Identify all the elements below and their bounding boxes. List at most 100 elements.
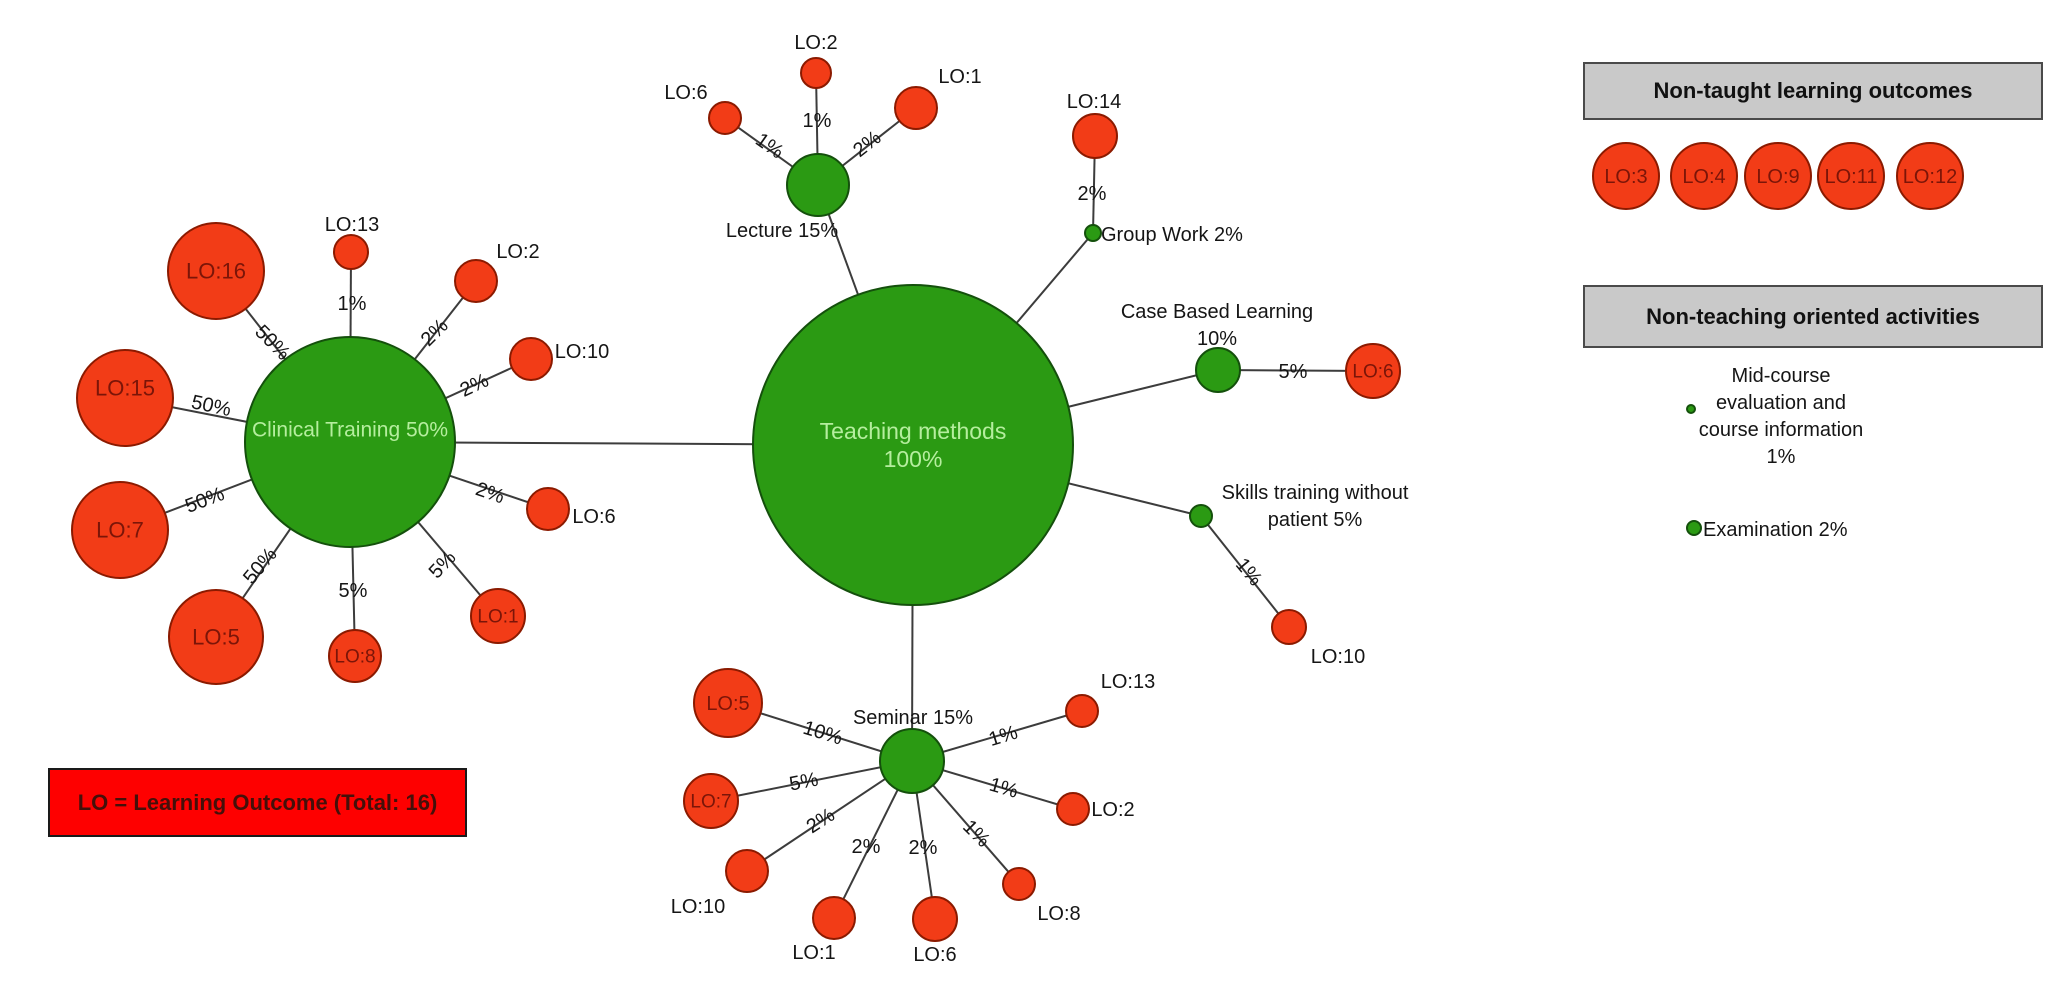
- node-g14: [1072, 113, 1118, 159]
- node-label-l2: LO:2: [794, 32, 837, 54]
- node-c6: [526, 487, 570, 531]
- node-label-c6: LO:6: [572, 506, 615, 528]
- edge-label-clinical-c8: 5%: [339, 580, 368, 602]
- edge-label-seminar-s5: 10%: [800, 717, 845, 750]
- node-s2: [1056, 792, 1090, 826]
- edge-label-clinical-c7: 50%: [182, 483, 227, 518]
- node-skills: [1189, 504, 1213, 528]
- node-groupwork: [1084, 224, 1102, 242]
- node-c15: [76, 349, 174, 447]
- node-label-sk10: LO:10: [1311, 646, 1365, 668]
- node-l1: [894, 86, 938, 130]
- edge-label-clinical-c10: 2%: [457, 369, 493, 401]
- node-label-s6: LO:6: [913, 944, 956, 966]
- node-teaching: [752, 284, 1074, 606]
- non-teaching-activities-header: Non-teaching oriented activities: [1583, 285, 2043, 348]
- node-label-c10: LO:10: [555, 341, 609, 363]
- labels-layer: 50%1%2%50%2%50% 2%50%5%5%1%1%2%2%5%1%10%5…: [95, 32, 1957, 966]
- node-p9: [1744, 142, 1812, 210]
- node-label-s8: LO:8: [1037, 903, 1080, 925]
- node-label-s7: LO:7: [690, 792, 731, 813]
- non-teaching-activities-title: Non-teaching oriented activities: [1646, 303, 1980, 329]
- learning-outcome-legend: LO = Learning Outcome (Total: 16): [48, 768, 467, 837]
- node-label-lecture: Lecture 15%: [726, 220, 839, 242]
- node-label-c7: LO:7: [96, 518, 144, 543]
- node-label-exam: Examination 2%: [1703, 519, 1848, 541]
- node-label-c8: LO:8: [334, 647, 375, 668]
- node-s7: [683, 773, 739, 829]
- node-p4: [1670, 142, 1738, 210]
- node-p11: [1817, 142, 1885, 210]
- edge-label-seminar-s13: 1%: [986, 721, 1020, 751]
- node-s1: [812, 896, 856, 940]
- node-c8: [328, 629, 382, 683]
- edge-label-seminar-s1: 2%: [852, 836, 881, 858]
- node-c13: [333, 234, 369, 270]
- nodes-layer: [71, 57, 1964, 942]
- node-label-g14: LO:14: [1067, 91, 1121, 113]
- edge-label-clinical-c6: 2%: [473, 478, 508, 508]
- node-midcourse: [1686, 404, 1696, 414]
- node-label-c1: LO:1: [477, 607, 518, 628]
- node-c16: [167, 222, 265, 320]
- node-s10: [725, 849, 769, 893]
- node-casebased: [1195, 347, 1241, 393]
- edge-label-clinical-c13: 1%: [338, 293, 367, 315]
- node-label-c16: LO:16: [186, 259, 246, 284]
- node-label-clinical: Clinical Training 50%: [252, 418, 448, 441]
- edge-label-seminar-s2: 1%: [987, 774, 1021, 803]
- edge-label-casebased-cb6: 5%: [1279, 361, 1308, 383]
- node-label-seminar: Seminar 15%: [853, 707, 973, 729]
- edge-label-clinical-c1: 5%: [425, 547, 461, 583]
- node-label-c2: LO:2: [496, 241, 539, 263]
- node-clinical: [244, 336, 456, 548]
- node-c2: [454, 259, 498, 303]
- node-label-s13: LO:13: [1101, 671, 1155, 693]
- node-l6: [708, 101, 742, 135]
- edge-seminar-s10: [746, 760, 913, 872]
- node-label-p11: LO:11: [1825, 166, 1878, 188]
- node-s5: [693, 668, 763, 738]
- node-label-c15: LO:15: [95, 376, 155, 401]
- node-label-skills: Skills training without patient 5%: [1222, 482, 1409, 531]
- node-c5: [168, 589, 264, 685]
- node-l2: [800, 57, 832, 89]
- node-s13: [1065, 694, 1099, 728]
- node-label-p4: LO:4: [1682, 166, 1725, 188]
- node-label-c13: LO:13: [325, 214, 379, 236]
- node-label-midcourse: Mid-course evaluation and course informati…: [1699, 365, 1864, 468]
- node-label-p3: LO:3: [1604, 166, 1647, 188]
- node-label-l1: LO:1: [938, 66, 981, 88]
- node-label-groupwork: Group Work 2%: [1101, 224, 1243, 246]
- node-label-teaching: Teaching methods 100%: [820, 418, 1007, 472]
- edge-label-seminar-s7: 5%: [788, 769, 821, 796]
- node-label-l6: LO:6: [664, 82, 707, 104]
- node-label-cb6: LO:6: [1352, 362, 1393, 383]
- node-p3: [1592, 142, 1660, 210]
- node-exam: [1686, 520, 1702, 536]
- edge-label-groupwork-g14: 2%: [1078, 183, 1107, 205]
- edge-label-lecture-l2: 1%: [803, 110, 832, 132]
- edge-label-clinical-c15: 50%: [189, 391, 233, 421]
- legend-text: LO = Learning Outcome (Total: 16): [77, 789, 438, 815]
- node-p12: [1896, 142, 1964, 210]
- non-taught-outcomes-header: Non-taught learning outcomes: [1583, 62, 2043, 120]
- node-label-p12: LO:12: [1903, 166, 1957, 188]
- edge-seminar-s7: [710, 760, 913, 802]
- node-c10: [509, 337, 553, 381]
- edge-label-seminar-s10: 2%: [803, 804, 839, 838]
- edge-label-clinical-c2: 2%: [417, 315, 453, 351]
- node-label-s10: LO:10: [671, 896, 725, 918]
- edge-label-seminar-s6: 2%: [909, 837, 938, 859]
- node-label-s5: LO:5: [706, 693, 749, 715]
- node-label-p9: LO:9: [1756, 166, 1799, 188]
- node-seminar: [879, 728, 945, 794]
- node-label-s2: LO:2: [1091, 799, 1134, 821]
- node-sk10: [1271, 609, 1307, 645]
- node-c1: [470, 588, 526, 644]
- node-s6: [912, 896, 958, 942]
- node-c7: [71, 481, 169, 579]
- node-lecture: [786, 153, 850, 217]
- node-s8: [1002, 867, 1036, 901]
